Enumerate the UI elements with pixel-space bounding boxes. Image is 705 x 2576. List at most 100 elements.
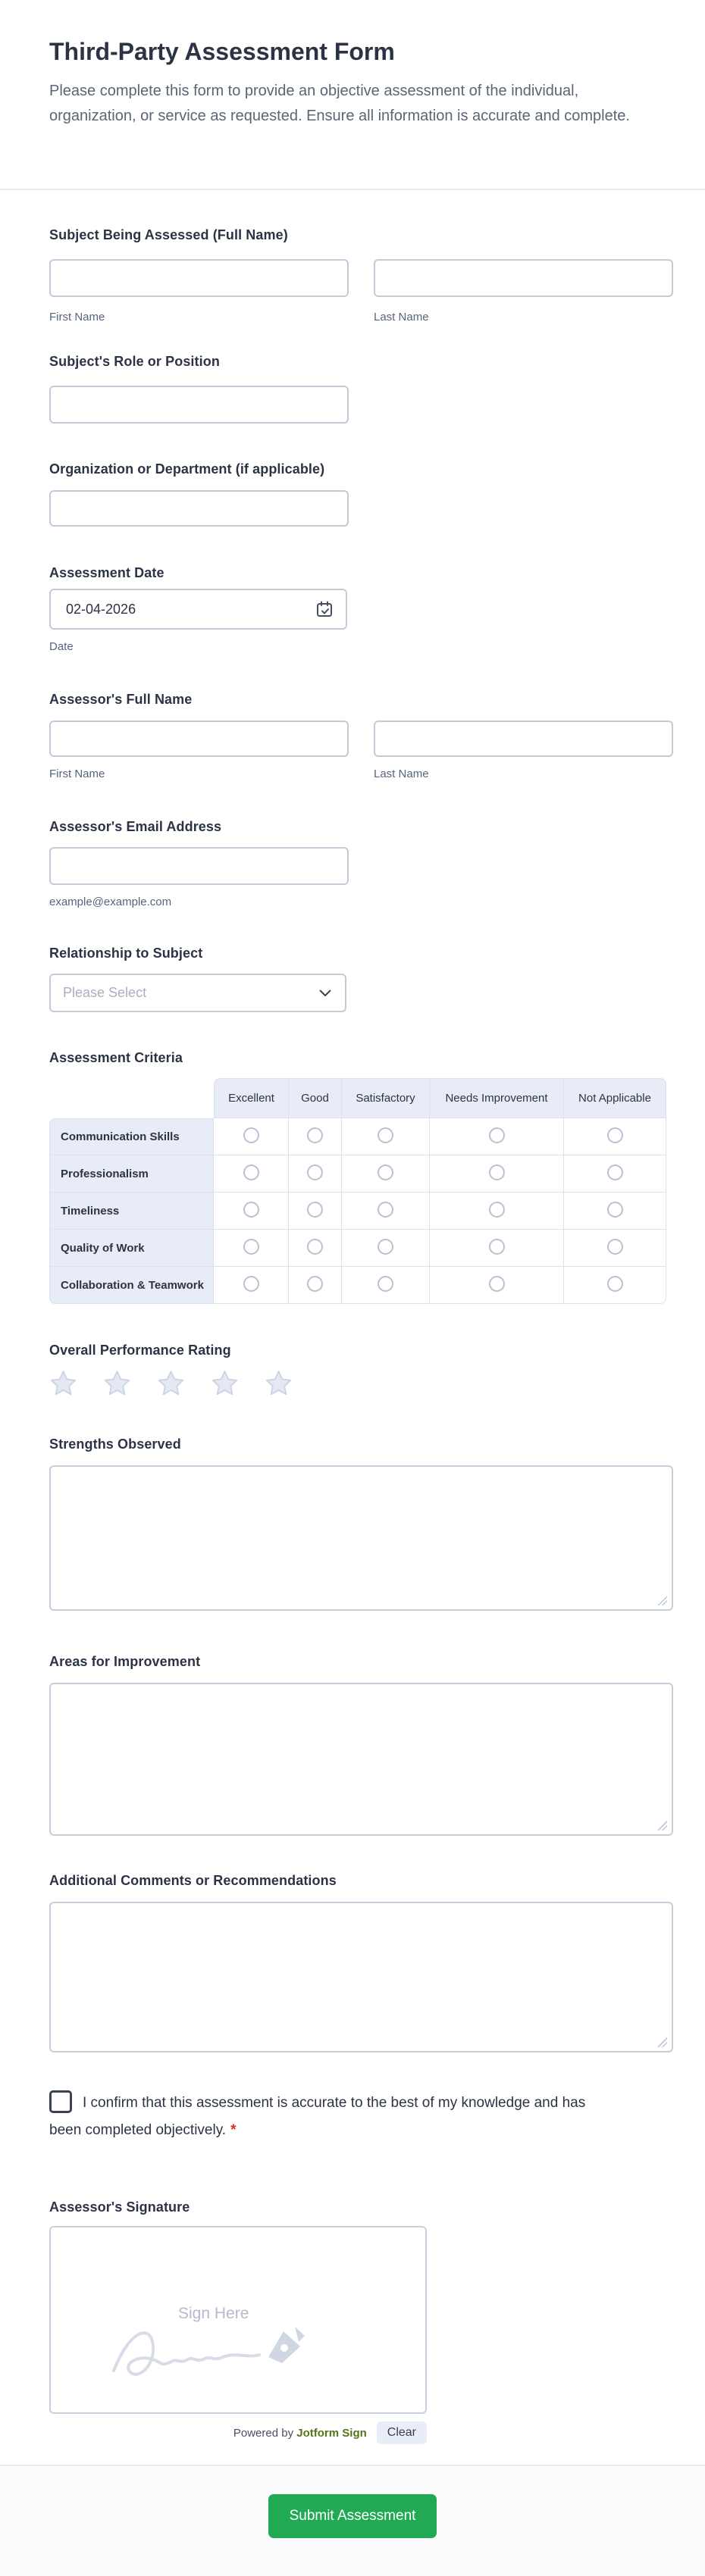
matrix-radio[interactable] <box>488 1201 505 1218</box>
header-divider <box>0 189 705 190</box>
star-icon[interactable] <box>103 1370 131 1397</box>
matrix-radio[interactable] <box>243 1127 259 1143</box>
matrix-radio[interactable] <box>488 1238 505 1255</box>
matrix-row: Quality of Work <box>49 1230 666 1267</box>
assessment-date-sublabel: Date <box>49 640 74 653</box>
jotform-sign-brand: Jotform Sign <box>296 2426 367 2440</box>
relationship-label: Relationship to Subject <box>49 946 203 961</box>
signature-label: Assessor's Signature <box>49 2199 190 2215</box>
signature-footer: Powered by Jotform Sign Clear <box>49 2421 427 2444</box>
matrix-radio[interactable] <box>378 1201 393 1218</box>
matrix-col-header: Not Applicable <box>564 1078 666 1118</box>
confirmation-checkbox[interactable] <box>49 2090 72 2113</box>
matrix-row-label: Timeliness <box>49 1193 214 1230</box>
assessor-email-input[interactable] <box>49 847 349 885</box>
star-icon[interactable] <box>157 1370 185 1397</box>
matrix-radio[interactable] <box>606 1201 623 1218</box>
matrix-radio[interactable] <box>307 1238 323 1255</box>
matrix-radio[interactable] <box>488 1275 505 1292</box>
assessor-email-sublabel: example@example.com <box>49 896 172 908</box>
resize-handle-icon[interactable] <box>657 1596 667 1605</box>
assessment-date-value: 02-04-2026 <box>66 601 136 617</box>
signature-squiggle-icon <box>112 2327 305 2376</box>
matrix-row-label: Communication Skills <box>49 1118 214 1155</box>
matrix-radio[interactable] <box>378 1238 393 1255</box>
matrix-row: Collaboration & Teamwork <box>49 1267 666 1304</box>
matrix-col-header: Good <box>289 1078 342 1118</box>
assessment-date-input[interactable]: 02-04-2026 <box>49 589 347 630</box>
matrix-radio[interactable] <box>243 1164 259 1180</box>
page-title: Third-Party Assessment Form <box>49 38 395 65</box>
subject-name-label: Subject Being Assessed (Full Name) <box>49 227 288 242</box>
footer-divider <box>0 2465 705 2466</box>
matrix-radio[interactable] <box>606 1275 623 1292</box>
powered-by-text: Powered by Jotform Sign <box>233 2426 367 2440</box>
overall-rating-label: Overall Performance Rating <box>49 1343 231 1358</box>
matrix-row-label: Quality of Work <box>49 1230 214 1267</box>
subject-last-name-sublabel: Last Name <box>374 311 429 324</box>
matrix-radio[interactable] <box>606 1238 623 1255</box>
matrix-radio[interactable] <box>307 1164 323 1180</box>
matrix-row: Timeliness <box>49 1193 666 1230</box>
strengths-label: Strengths Observed <box>49 1436 181 1452</box>
matrix-radio[interactable] <box>243 1275 259 1292</box>
organization-input[interactable] <box>49 490 349 527</box>
comments-label: Additional Comments or Recommendations <box>49 1873 337 1888</box>
relationship-placeholder: Please Select <box>63 985 147 1000</box>
matrix-corner-cell <box>49 1078 214 1118</box>
matrix-row-label: Collaboration & Teamwork <box>49 1267 214 1304</box>
matrix-col-header: Excellent <box>214 1078 289 1118</box>
matrix-radio[interactable] <box>378 1127 393 1143</box>
resize-handle-icon[interactable] <box>657 1821 667 1830</box>
sign-here-placeholder: Sign Here <box>178 2305 249 2322</box>
criteria-label: Assessment Criteria <box>49 1050 183 1065</box>
assessor-name-label: Assessor's Full Name <box>49 692 193 707</box>
subject-first-name-input[interactable] <box>49 259 349 297</box>
assessor-email-label: Assessor's Email Address <box>49 819 222 834</box>
confirmation-text: I confirm that this assessment is accura… <box>49 2095 586 2138</box>
matrix-radio[interactable] <box>488 1127 505 1143</box>
matrix-radio[interactable] <box>488 1164 505 1180</box>
strengths-textarea[interactable] <box>49 1465 673 1611</box>
signature-pad[interactable]: Sign Here <box>49 2226 427 2414</box>
assessor-first-name-sublabel: First Name <box>49 767 105 780</box>
matrix-radio[interactable] <box>307 1275 323 1292</box>
improvement-textarea[interactable] <box>49 1683 673 1836</box>
required-marker: * <box>230 2122 237 2138</box>
matrix-radio[interactable] <box>307 1201 323 1218</box>
resize-handle-icon[interactable] <box>657 2037 667 2047</box>
star-icon[interactable] <box>211 1370 239 1397</box>
criteria-matrix: Excellent Good Satisfactory Needs Improv… <box>49 1078 666 1304</box>
subject-last-name-input[interactable] <box>374 259 673 297</box>
comments-textarea[interactable] <box>49 1902 673 2052</box>
clear-signature-button[interactable]: Clear <box>376 2421 427 2444</box>
submit-button[interactable]: Submit Assessment <box>268 2494 437 2538</box>
subject-first-name-sublabel: First Name <box>49 311 105 324</box>
organization-label: Organization or Department (if applicabl… <box>49 461 325 477</box>
matrix-col-header: Satisfactory <box>342 1078 430 1118</box>
subject-role-label: Subject's Role or Position <box>49 354 220 369</box>
matrix-radio[interactable] <box>243 1238 259 1255</box>
matrix-radio[interactable] <box>606 1164 623 1180</box>
assessor-last-name-sublabel: Last Name <box>374 767 429 780</box>
relationship-select[interactable]: Please Select <box>49 974 346 1012</box>
confirmation-row: I confirm that this assessment is accura… <box>49 2090 610 2144</box>
matrix-row: Professionalism <box>49 1155 666 1193</box>
improvement-label: Areas for Improvement <box>49 1654 201 1669</box>
pen-nib-icon <box>268 2327 305 2363</box>
form-description: Please complete this form to provide an … <box>49 83 630 124</box>
matrix-radio[interactable] <box>606 1127 623 1143</box>
matrix-radio[interactable] <box>378 1164 393 1180</box>
matrix-radio[interactable] <box>243 1201 259 1218</box>
assessor-first-name-input[interactable] <box>49 721 349 757</box>
matrix-radio[interactable] <box>307 1127 323 1143</box>
matrix-row: Communication Skills <box>49 1118 666 1155</box>
assessor-last-name-input[interactable] <box>374 721 673 757</box>
star-icon[interactable] <box>49 1370 77 1397</box>
subject-role-input[interactable] <box>49 386 349 424</box>
matrix-radio[interactable] <box>378 1275 393 1292</box>
calendar-icon[interactable] <box>315 600 334 618</box>
matrix-col-header: Needs Improvement <box>430 1078 564 1118</box>
assessment-date-label: Assessment Date <box>49 565 164 580</box>
star-icon[interactable] <box>265 1370 293 1397</box>
